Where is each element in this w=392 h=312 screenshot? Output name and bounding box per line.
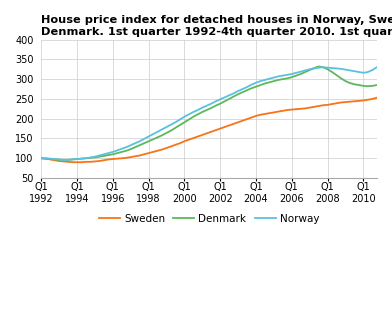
Norway (75, 157, 80, 161)
Norway (61, 158, 66, 162)
Sweden (267, 111, 272, 115)
Denmark (374, 83, 379, 87)
Sweden (39, 156, 44, 160)
Text: House price index for detached houses in Norway, Sweden and
Denmark. 1st quarter: House price index for detached houses in… (41, 15, 392, 37)
Norway (258, 79, 263, 83)
Line: Sweden: Sweden (41, 98, 377, 162)
Norway (160, 128, 164, 131)
Line: Norway: Norway (41, 67, 377, 160)
Denmark (218, 102, 223, 105)
Norway (321, 66, 325, 69)
Line: Denmark: Denmark (41, 66, 377, 160)
Denmark (312, 66, 317, 70)
Denmark (316, 65, 321, 68)
Legend: Sweden, Denmark, Norway: Sweden, Denmark, Norway (95, 210, 323, 228)
Sweden (70, 160, 75, 164)
Sweden (258, 113, 263, 117)
Norway (218, 97, 223, 101)
Sweden (160, 148, 164, 151)
Sweden (75, 160, 80, 164)
Denmark (258, 83, 263, 87)
Sweden (312, 105, 317, 109)
Denmark (57, 158, 62, 162)
Denmark (267, 80, 272, 84)
Norway (39, 156, 44, 160)
Norway (374, 66, 379, 69)
Denmark (160, 134, 164, 137)
Norway (312, 66, 317, 70)
Norway (267, 77, 272, 80)
Sweden (374, 96, 379, 100)
Sweden (218, 127, 223, 130)
Denmark (39, 156, 44, 160)
Denmark (75, 157, 80, 161)
